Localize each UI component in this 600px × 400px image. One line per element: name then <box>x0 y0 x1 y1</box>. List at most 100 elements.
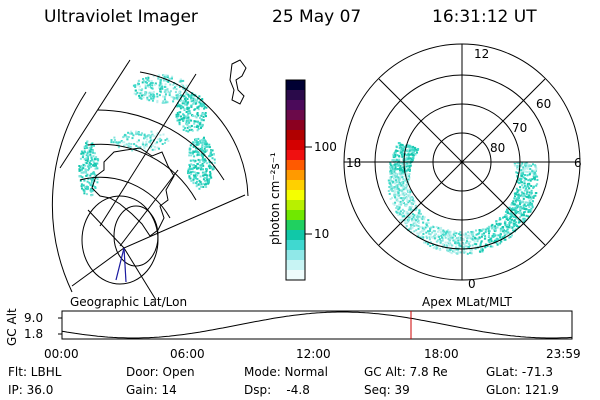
aurora-pixel <box>406 144 409 147</box>
aurora-pixel <box>152 97 155 100</box>
aurora-pixel <box>443 244 446 247</box>
aurora-pixel <box>202 115 205 118</box>
aurora-pixel <box>426 225 429 228</box>
aurora-pixel <box>401 171 404 174</box>
aurora-pixel <box>523 182 526 185</box>
aurora-pixel <box>515 171 518 174</box>
aurora-pixel <box>530 207 533 210</box>
aurora-pixel <box>396 185 399 188</box>
aurora-pixel <box>436 246 439 249</box>
aurora-pixel <box>159 78 162 81</box>
colorbar-band <box>286 90 305 101</box>
aurora-pixel <box>201 142 204 145</box>
aurora-pixel <box>151 148 154 151</box>
aurora-pixel <box>203 158 206 161</box>
aurora-pixel <box>178 85 181 88</box>
info-dsp: Dsp: -4.8 <box>244 383 310 397</box>
aurora-pixel <box>81 171 84 174</box>
colorbar-band <box>286 170 305 181</box>
aurora-pixel <box>148 141 151 144</box>
aurora-pixel <box>194 143 197 146</box>
aurora-pixel <box>398 155 401 158</box>
colorbar-band <box>286 230 305 241</box>
aurora-pixel <box>417 222 420 224</box>
aurora-pixel <box>398 177 401 180</box>
aurora-pixel <box>535 184 538 187</box>
aurora-pixel <box>198 101 201 104</box>
aurora-pixel <box>90 178 93 181</box>
aurora-pixel <box>409 227 412 230</box>
aurora-pixel <box>147 80 150 83</box>
aurora-pixel <box>525 192 528 195</box>
aurora-pixel <box>201 105 203 108</box>
aurora-pixel <box>511 207 514 210</box>
aurora-pixel <box>399 210 402 213</box>
aurora-pixel <box>407 208 410 211</box>
aurora-pixel <box>519 216 521 219</box>
aurora-pixel <box>134 148 137 151</box>
aurora-pixel <box>172 87 175 90</box>
aurora-pixel <box>156 99 159 102</box>
aurora-pixel <box>432 246 435 249</box>
aurora-pixel <box>183 108 186 110</box>
aurora-pixel <box>146 96 149 99</box>
aurora-pixel <box>471 233 474 235</box>
aurora-pixel <box>504 230 507 233</box>
aurora-pixel <box>194 159 197 162</box>
aurora-pixel <box>200 154 203 157</box>
aurora-pixel <box>396 165 399 167</box>
outer-grid-arc <box>139 71 249 197</box>
aurora-pixel <box>505 225 508 228</box>
aurora-pixel <box>402 212 405 214</box>
aurora-pixel <box>196 167 198 170</box>
latitude-arc-2 <box>87 143 197 201</box>
aurora-pixel <box>526 167 529 170</box>
aurora-pixel <box>204 146 207 148</box>
aurora-pixel <box>425 231 428 234</box>
aurora-pixel <box>204 113 207 116</box>
aurora-pixel <box>462 249 465 252</box>
aurora-pixel <box>393 194 396 197</box>
aurora-pixel <box>202 152 205 155</box>
aurora-pixel <box>96 167 99 170</box>
aurora-pixel <box>412 149 415 151</box>
aurora-pixel <box>493 228 496 231</box>
aurora-pixel <box>393 193 396 196</box>
aurora-pixel <box>198 161 201 164</box>
colorbar-unit-label: photon cm⁻²s⁻¹ <box>268 152 282 245</box>
aurora-pixel <box>410 225 413 228</box>
aurora-pixel <box>481 233 484 236</box>
aurora-pixel <box>473 243 476 246</box>
aurora-pixel <box>210 166 213 169</box>
aurora-pixel <box>182 125 185 128</box>
aurora-pixel <box>195 182 197 185</box>
aurora-pixel <box>425 224 428 226</box>
aurora-pixel <box>431 231 434 234</box>
aurora-pixel <box>442 245 445 248</box>
aurora-pixel <box>392 202 395 205</box>
aurora-pixel <box>524 170 527 173</box>
aurora-pixel <box>517 211 520 214</box>
aurora-pixel <box>199 159 202 162</box>
aurora-pixel <box>176 119 179 122</box>
aurora-pixel <box>145 143 148 146</box>
meridian-line <box>123 194 246 249</box>
info-glat: GLat: -71.3 <box>486 365 553 379</box>
aurora-pixel <box>519 179 522 182</box>
aurora-pixel <box>515 209 518 212</box>
aurora-pixel <box>150 80 153 82</box>
aurora-pixel <box>188 163 191 166</box>
aurora-pixel <box>398 211 401 214</box>
aurora-pixel <box>531 178 534 181</box>
aurora-pixel <box>388 176 391 179</box>
aurora-pixel <box>536 175 539 178</box>
aurora-pixel <box>144 87 147 90</box>
meridian-line <box>119 169 179 247</box>
aurora-pixel <box>408 149 411 152</box>
aurora-pixel <box>447 250 450 253</box>
aurora-pixel <box>522 169 525 172</box>
colorbar-band <box>286 270 305 281</box>
aurora-pixel <box>492 235 495 238</box>
aurora-pixel <box>513 216 516 219</box>
aurora-pixel <box>202 140 205 143</box>
